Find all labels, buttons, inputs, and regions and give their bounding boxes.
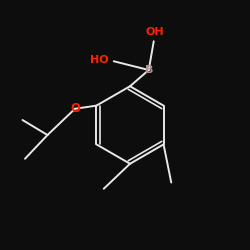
Text: B: B bbox=[144, 65, 153, 75]
Text: O: O bbox=[70, 102, 80, 115]
Text: OH: OH bbox=[146, 27, 164, 37]
Text: HO: HO bbox=[90, 55, 108, 65]
